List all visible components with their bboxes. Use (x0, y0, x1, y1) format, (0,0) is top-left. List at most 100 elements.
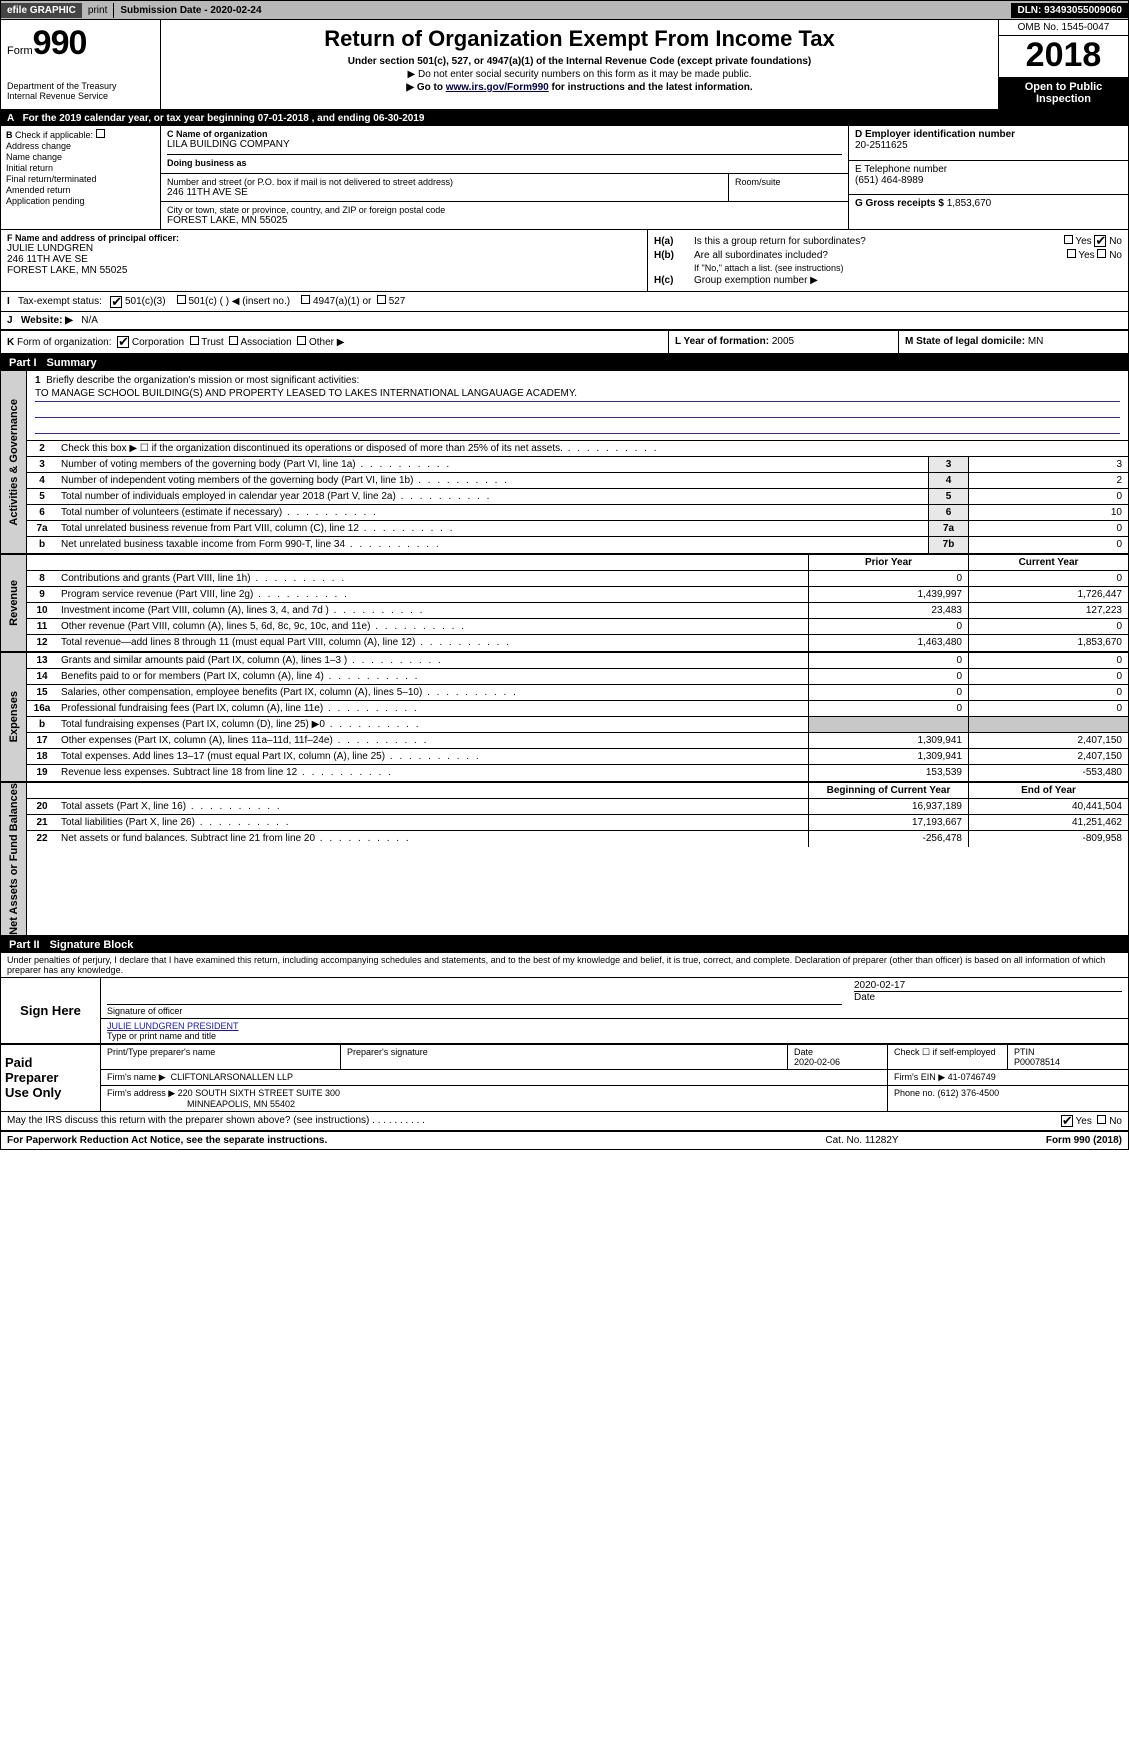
gov-row: bNet unrelated business taxable income f… (27, 537, 1128, 553)
fin-row: 17Other expenses (Part IX, column (A), l… (27, 733, 1128, 749)
perjury-text: Under penalties of perjury, I declare th… (1, 953, 1128, 978)
gov-row: 5Total number of individuals employed in… (27, 489, 1128, 505)
ein-value: 20-2511625 (855, 140, 1122, 151)
prep-date: 2020-02-06 (794, 1057, 840, 1067)
ha-yesno[interactable]: Yes No (1064, 235, 1122, 247)
section-fh: F Name and address of principal officer:… (1, 230, 1128, 292)
gov-row: 6Total number of volunteers (estimate if… (27, 505, 1128, 521)
print-label[interactable]: print (82, 3, 113, 18)
fin-row: 9Program service revenue (Part VIII, lin… (27, 587, 1128, 603)
open-public-label: Open to Public Inspection (999, 77, 1128, 109)
irs-discuss-row: May the IRS discuss this return with the… (1, 1112, 1128, 1132)
form-prefix: Form (7, 45, 33, 57)
vtab-revenue: Revenue (1, 555, 27, 651)
checkbox-icon[interactable] (96, 129, 105, 138)
fin-row: 16aProfessional fundraising fees (Part I… (27, 701, 1128, 717)
department-label: Department of the Treasury Internal Reve… (7, 81, 154, 101)
expenses-section: Expenses 13Grants and similar amounts pa… (1, 653, 1128, 783)
firm-phone: (612) 376-4500 (938, 1088, 1000, 1098)
col-d: D Employer identification number 20-2511… (848, 126, 1128, 229)
submission-date: Submission Date - 2020-02-24 (113, 3, 1011, 18)
part2-header: Part II Signature Block (1, 937, 1128, 953)
org-name: LILA BUILDING COMPANY (167, 139, 842, 150)
state-domicile: MN (1028, 336, 1044, 347)
fin-row: 14Benefits paid to or for members (Part … (27, 669, 1128, 685)
header-mid: Return of Organization Exempt From Incom… (161, 20, 998, 109)
footer: For Paperwork Reduction Act Notice, see … (1, 1132, 1128, 1149)
fin-row: 20Total assets (Part X, line 16)16,937,1… (27, 799, 1128, 815)
form-body: Form990 Department of the Treasury Inter… (0, 20, 1129, 1150)
city-block: City or town, state or province, country… (161, 202, 848, 229)
preparer-block: Paid Preparer Use Only Print/Type prepar… (1, 1045, 1128, 1112)
form-subtitle-2: ▶ Do not enter social security numbers o… (167, 69, 992, 80)
fin-row: 8Contributions and grants (Part VIII, li… (27, 571, 1128, 587)
gross-receipts: 1,853,670 (947, 198, 992, 209)
corp-check-icon[interactable] (117, 336, 129, 348)
fin-row: 10Investment income (Part VIII, column (… (27, 603, 1128, 619)
sign-here-block: Sign Here Signature of officer 2020-02-1… (1, 978, 1128, 1045)
revenue-section: Revenue Prior Year Current Year 8Contrib… (1, 555, 1128, 653)
check-final-return[interactable]: Final return/terminated (6, 174, 155, 184)
website-value: N/A (81, 315, 98, 326)
dln-label: DLN: 93493055009060 (1011, 3, 1128, 18)
street-address: 246 11TH AVE SE (167, 187, 722, 198)
efile-label: efile GRAPHIC (1, 3, 82, 18)
governance-section: Activities & Governance 1 Briefly descri… (1, 371, 1128, 555)
fin-row: 22Net assets or fund balances. Subtract … (27, 831, 1128, 847)
yes-check-icon (1061, 1115, 1073, 1127)
officer-name: JULIE LUNDGREN (7, 243, 641, 254)
hb-yesno[interactable]: Yes No (1067, 249, 1122, 261)
address-block: Number and street (or P.O. box if mail i… (161, 174, 848, 202)
mission-block: 1 Briefly describe the organization's mi… (27, 371, 1128, 441)
gov-row: 7aTotal unrelated business revenue from … (27, 521, 1128, 537)
city-state-zip: FOREST LAKE, MN 55025 (167, 215, 842, 226)
discuss-yesno[interactable]: Yes No (1061, 1115, 1122, 1127)
form-subtitle-1: Under section 501(c), 527, or 4947(a)(1)… (167, 56, 992, 67)
gov-row: 3Number of voting members of the governi… (27, 457, 1128, 473)
501c3-check-icon[interactable] (110, 296, 122, 308)
room-suite: Room/suite (728, 174, 848, 201)
check-name-change[interactable]: Name change (6, 152, 155, 162)
fin-row: 11Other revenue (Part VIII, column (A), … (27, 619, 1128, 635)
sign-date: 2020-02-17 (854, 980, 1122, 991)
irs-link[interactable]: www.irs.gov/Form990 (446, 82, 549, 93)
form-footer-label: Form 990 (2018) (962, 1135, 1122, 1146)
check-amended[interactable]: Amended return (6, 185, 155, 195)
firm-name: CLIFTONLARSONALLEN LLP (171, 1072, 293, 1082)
form-title: Return of Organization Exempt From Incom… (167, 26, 992, 52)
vtab-expenses: Expenses (1, 653, 27, 781)
section-klm: K Form of organization: Corporation Trus… (1, 331, 1128, 355)
check-initial-return[interactable]: Initial return (6, 163, 155, 173)
form-subtitle-3: ▶ Go to www.irs.gov/Form990 for instruct… (167, 82, 992, 93)
fin-row: 19Revenue less expenses. Subtract line 1… (27, 765, 1128, 781)
officer-signature-name: JULIE LUNDGREN PRESIDENT (107, 1021, 1122, 1031)
top-bar: efile GRAPHIC print Submission Date - 20… (0, 0, 1129, 20)
check-address-change[interactable]: Address change (6, 141, 155, 151)
phone-value: (651) 464-8989 (855, 175, 1122, 186)
fin-row: 18Total expenses. Add lines 13–17 (must … (27, 749, 1128, 765)
firm-ein: 41-0746749 (948, 1072, 996, 1082)
fin-header: Prior Year Current Year (27, 555, 1128, 571)
col-c: C Name of organization LILA BUILDING COM… (161, 126, 848, 229)
vtab-netassets: Net Assets or Fund Balances (1, 783, 27, 935)
vtab-governance: Activities & Governance (1, 371, 27, 553)
mission-value: TO MANAGE SCHOOL BUILDING(S) AND PROPERT… (35, 388, 1120, 402)
year-formation: 2005 (772, 336, 794, 347)
section-i: I Tax-exempt status: 501(c)(3) 501(c) ( … (1, 292, 1128, 311)
tax-year: 2018 (999, 36, 1128, 77)
check-pending[interactable]: Application pending (6, 196, 155, 206)
netassets-section: Net Assets or Fund Balances Beginning of… (1, 783, 1128, 937)
col-h: H(a) Is this a group return for subordin… (648, 230, 1128, 291)
fin-row: 13Grants and similar amounts paid (Part … (27, 653, 1128, 669)
checkbox-checked-icon (1094, 235, 1106, 247)
form-number: 990 (33, 24, 87, 62)
ptin-value: P00078514 (1014, 1057, 1060, 1067)
col-f: F Name and address of principal officer:… (1, 230, 648, 291)
fin-row: 15Salaries, other compensation, employee… (27, 685, 1128, 701)
section-j: J Website: ▶ N/A (1, 312, 1128, 331)
gov-row: 2Check this box ▶ ☐ if the organization … (27, 441, 1128, 457)
fin-row: 21Total liabilities (Part X, line 26)17,… (27, 815, 1128, 831)
header: Form990 Department of the Treasury Inter… (1, 20, 1128, 111)
net-header: Beginning of Current Year End of Year (27, 783, 1128, 799)
omb-number: OMB No. 1545-0047 (999, 20, 1128, 36)
